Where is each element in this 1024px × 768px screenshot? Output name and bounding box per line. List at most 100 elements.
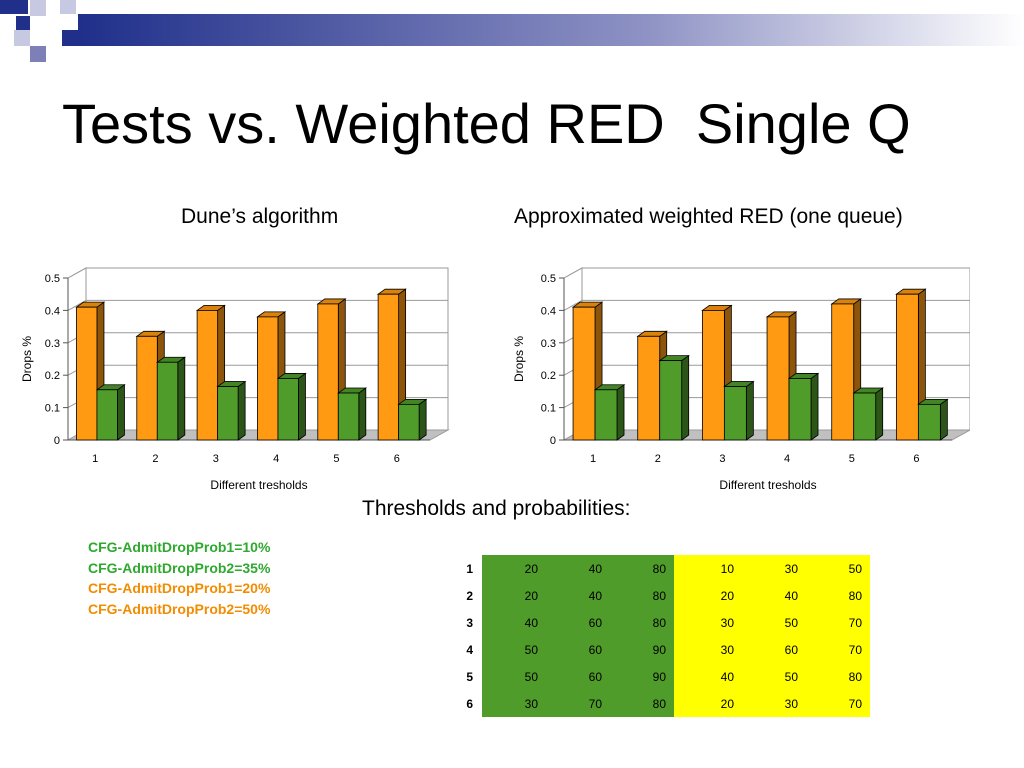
bar-orange-3 (195, 304, 226, 441)
table-row: 1 20 40 80 10 30 50 (450, 555, 870, 582)
bar-front (594, 389, 618, 441)
bar-front (831, 303, 855, 441)
table-cell: 80 (610, 609, 674, 636)
table-cell: 40 (482, 609, 546, 636)
bar-green-6 (397, 398, 428, 441)
x-tick-label: 6 (394, 453, 400, 465)
table-cell: 60 (546, 609, 610, 636)
bar-side (616, 384, 625, 441)
legend-line-1: CFG-AdmitDropProb1=10% (88, 539, 271, 555)
table-cell: 50 (806, 555, 870, 582)
bar-side (418, 398, 427, 441)
bar-side (358, 387, 367, 441)
table-cell: 30 (742, 690, 806, 717)
y-tick-label: 0 (550, 435, 556, 447)
x-tick-label: 1 (92, 453, 98, 465)
bar-green-2 (156, 356, 187, 441)
table-cell: 20 (482, 555, 546, 582)
bar-green-1 (95, 384, 126, 441)
bar-front (788, 378, 812, 441)
bar-side (298, 372, 306, 441)
bar-side (681, 354, 690, 441)
y-axis-label: Drops % (20, 336, 34, 382)
table-cell: 20 (674, 582, 742, 609)
bar-orange-6 (895, 288, 927, 441)
table-cell: 60 (546, 663, 610, 690)
table-cell: 90 (610, 636, 674, 663)
table-cell: 50 (742, 663, 806, 690)
bar-side (745, 380, 754, 441)
chart-2-title: Approximated weighted RED (one queue) (514, 205, 903, 228)
row-label: 6 (450, 690, 482, 717)
table-cell: 80 (806, 582, 870, 609)
bar-front (398, 403, 420, 441)
table-cell: 30 (482, 690, 546, 717)
bar-front (277, 378, 299, 441)
x-tick-label: 2 (655, 453, 661, 465)
probability-legend: CFG-AdmitDropProb1=10% CFG-AdmitDropProb… (88, 537, 270, 619)
bar-green-3 (723, 380, 755, 441)
table-cell: 60 (546, 636, 610, 663)
table-cell: 30 (674, 609, 742, 636)
x-axis-label: Different tresholds (210, 478, 307, 492)
y-tick-label: 0.5 (45, 273, 60, 285)
bar-side (117, 384, 125, 441)
bar-front (136, 335, 158, 441)
row-label: 3 (450, 609, 482, 636)
table-cell: 80 (610, 690, 674, 717)
x-tick-label: 1 (590, 453, 596, 465)
legend-line-2: CFG-AdmitDropProb2=35% (88, 559, 271, 576)
chart-approximated-weighted-red: 0 0.1 0.2 0.3 0.4 0.5 1 2 3 4 5 6 Different treshold… (512, 267, 970, 492)
table-cell: 50 (482, 636, 546, 663)
table-cell: 50 (742, 609, 806, 636)
table-cell: 20 (674, 690, 742, 717)
bar-green-4 (276, 372, 307, 441)
x-tick-label: 5 (333, 453, 339, 465)
row-label: 1 (450, 555, 482, 582)
bar-front (701, 310, 725, 441)
bar-green-4 (787, 372, 820, 441)
table-row: 4 50 60 90 30 60 70 (450, 636, 870, 663)
bar-front (156, 361, 179, 441)
bar-side (237, 380, 246, 441)
row-label: 4 (450, 636, 482, 663)
legend-line-4: CFG-AdmitDropProb2=50% (88, 600, 271, 617)
x-tick-label: 4 (273, 453, 279, 465)
table-cell: 10 (674, 555, 742, 582)
y-axis-label: Drops % (512, 336, 526, 382)
legend-line-3: CFG-AdmitDropProb1=20% (88, 580, 271, 596)
bar-side (875, 387, 884, 441)
y-tick-label: 0.1 (45, 403, 60, 415)
y-tick-label: 0.5 (541, 273, 556, 285)
x-axis-label: Different tresholds (719, 478, 816, 492)
table-cell: 40 (546, 582, 610, 609)
table-row: 3 40 60 80 30 50 70 (450, 609, 870, 636)
table-cell: 20 (482, 582, 546, 609)
bar-front (377, 293, 400, 441)
table-cell: 60 (742, 636, 806, 663)
chart-1-title: Dune’s algorithm (181, 205, 339, 228)
bar-front (337, 392, 360, 441)
x-tick-label: 3 (719, 453, 725, 465)
table-cell: 90 (610, 663, 674, 690)
x-tick-label: 4 (784, 453, 790, 465)
table-cell: 70 (546, 690, 610, 717)
bar-green-1 (593, 384, 626, 441)
y-tick-label: 0.2 (541, 370, 556, 382)
bar-front (853, 392, 877, 441)
slide-title: Tests vs. Weighted RED Single Q (62, 92, 911, 155)
table-cell: 80 (610, 582, 674, 609)
bar-green-3 (216, 380, 247, 441)
table-cell: 30 (742, 555, 806, 582)
table-cell: 80 (806, 663, 870, 690)
chart-dunes-algorithm: 0 0.1 0.2 0.3 0.4 0.5 1 2 3 4 5 6 Different treshold… (20, 267, 450, 492)
bar-front (196, 310, 219, 441)
gridline (67, 267, 448, 279)
table-row: 5 50 60 90 40 50 80 (450, 663, 870, 690)
thresholds-heading: Thresholds and probabilities: (362, 497, 631, 520)
table-cell: 40 (742, 582, 806, 609)
bar-side (939, 398, 948, 441)
x-tick-label: 2 (152, 453, 158, 465)
table-cell: 70 (806, 690, 870, 717)
bar-side (810, 372, 819, 441)
